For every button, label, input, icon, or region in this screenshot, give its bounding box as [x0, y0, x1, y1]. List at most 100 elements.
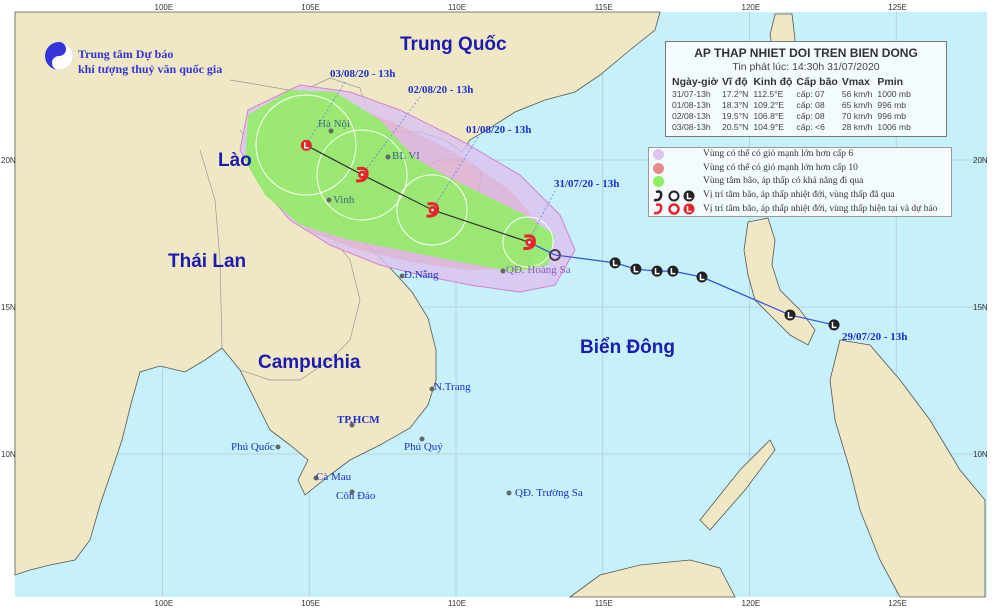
legend-text: Vùng tâm bão, áp thấp có khả năng đi qua: [703, 176, 864, 187]
label-bien-dong: Biển Đông: [580, 337, 675, 358]
label-cambodia: Campuchia: [258, 352, 361, 373]
track-label-0208: 02/08/20 - 13h: [408, 84, 474, 96]
info-panel: AP THAP NHIET DOI TREN BIEN DONG Tin phá…: [665, 41, 947, 137]
legend-text: Vị trí tâm bão, áp thấp nhiệt đới, vùng …: [703, 190, 895, 201]
storm-icon: [426, 202, 440, 218]
table-cell: 17.2°N: [721, 89, 749, 99]
table-row: 02/08-13h 19.5°N 106.8°E cấp: 08 70 km/h 996 …: [672, 111, 916, 122]
logo-line1: Trung tâm Dự báo: [78, 47, 174, 61]
logo-text: Trung tâm Dự báo khí tượng thuỷ văn quốc…: [78, 47, 222, 77]
col-pmin: Pmin: [877, 76, 904, 88]
table-cell: 70 km/h: [841, 111, 873, 121]
label-danang: Đ.Nẵng: [404, 269, 439, 281]
forecast-table: Ngày-giờ Vĩ độ Kinh độ Cấp bão Vmax Pmin…: [672, 76, 916, 133]
lon-label: 120E: [741, 3, 761, 12]
low-pressure-icon: [667, 265, 679, 277]
label-phuquy: Phú Quý: [404, 441, 443, 453]
legend-item-cap6: Vùng có thể có gió mạnh lớn hơn cấp 6: [649, 148, 945, 162]
lat-label: 20N: [973, 156, 988, 165]
info-title: AP THAP NHIET DOI TREN BIEN DONG: [694, 46, 918, 60]
storm-icon: [355, 166, 369, 183]
label-truongsa: QĐ. Trường Sa: [515, 487, 583, 499]
table-cell: cấp: 07: [796, 89, 825, 99]
forecast-cone: [239, 84, 576, 293]
lon-label: 115E: [594, 3, 613, 12]
mainland: [14, 11, 661, 576]
logo-line2: khí tượng thuỷ văn quốc gia: [78, 62, 223, 76]
center-zone: [245, 90, 555, 272]
table-cell: 112.5°E: [753, 89, 784, 99]
lon-label: 110E: [448, 599, 467, 608]
palawan: [699, 439, 776, 531]
storm-icon: [523, 234, 536, 250]
track-label-3107: 31/07/20 - 13h: [554, 178, 620, 190]
label-phuquoc: Phú Quốc: [231, 441, 275, 453]
table-cell: 56 km/h: [841, 89, 873, 99]
legend-text: Vùng có thể có gió mạnh lớn hơn cấp 6: [703, 149, 854, 160]
lon-label: 120E: [741, 599, 761, 608]
table-row: 01/08-13h 18.3°N 109.2°E cấp: 08 65 km/h 996 …: [672, 100, 916, 111]
past-symbols-icon: [649, 189, 703, 202]
city-dots: [275, 128, 512, 496]
track-label-2907: 29/07/20 - 13h: [842, 331, 908, 343]
label-nhatrang: N.Trang: [434, 381, 471, 393]
label-camau: Cà Mau: [316, 471, 352, 483]
table-row: 31/07-13h 17.2°N 112.5°E cấp: 07 56 km/h 1000…: [672, 89, 916, 100]
center-swatch-icon: [653, 176, 664, 188]
table-cell: 18.3°N: [721, 100, 749, 110]
label-thailand: Thái Lan: [168, 251, 247, 272]
low-pressure-icon: [630, 263, 642, 275]
legend-item-forecast: Vị trí tâm bão, áp thấp nhiệt đới, vùng …: [649, 202, 945, 216]
table-cell: 65 km/h: [841, 100, 873, 110]
table-cell: 19.5°N: [721, 111, 749, 121]
col-lon: Kinh độ: [753, 76, 793, 88]
legend-item-center: Vùng tâm bão, áp thấp có khả năng đi qua: [649, 175, 945, 189]
table-cell: 20.5°N: [721, 122, 749, 132]
table-cell: cấp: 08: [796, 111, 825, 121]
legend-text: Vị trí tâm bão, áp thấp nhiệt đới, vùng …: [703, 203, 938, 214]
table-header: Ngày-giờ Vĩ độ Kinh độ Cấp bão Vmax Pmin: [672, 76, 916, 89]
label-laos: Lào: [218, 150, 252, 171]
low-pressure-icon: [696, 271, 708, 283]
low-pressure-icon: [651, 265, 663, 277]
low-pressure-icon: [784, 309, 796, 321]
table-cell: 1000 mb: [877, 89, 911, 99]
lon-label: 100E: [154, 3, 174, 12]
table-cell: 106.8°E: [753, 111, 785, 121]
forecast-symbols-icon: [649, 203, 703, 215]
table-cell: 104.9°E: [753, 122, 785, 132]
legend-item-past: Vị trí tâm bão, áp thấp nhiệt đới, vùng …: [649, 189, 945, 203]
table-row: 03/08-13h 20.5°N 104.9°E cấp: <6 28 km/h 1006…: [672, 122, 916, 133]
track-label-0108: 01/08/20 - 13h: [466, 124, 532, 136]
label-hoangsa: QĐ. Hoàng Sa: [506, 264, 571, 276]
label-hanoi: Hà Nội: [318, 118, 351, 130]
lon-label: 110E: [448, 3, 467, 12]
col-vmax: Vmax: [841, 76, 870, 88]
forecast-track-line: [306, 144, 530, 243]
lon-label: 100E: [154, 599, 174, 608]
label-blvi: BL VI: [392, 150, 420, 162]
table-cell: 31/07-13h: [672, 89, 711, 99]
col-lat: Vĩ độ: [721, 76, 748, 88]
luzon: [743, 217, 816, 346]
cap6-swatch-icon: [653, 149, 664, 161]
lon-label: 105E: [301, 599, 320, 608]
lon-label: 125E: [888, 599, 907, 608]
low-pressure-icon: [300, 139, 312, 151]
lat-label: 10N: [1, 450, 16, 459]
lat-label: 15N: [973, 303, 988, 312]
legend-item-cap10: Vùng có thể có gió mạnh lớn hơn cấp 10: [649, 162, 945, 176]
label-leaders: [305, 81, 556, 243]
ktvn-logo: [42, 40, 76, 79]
lat-label: 10N: [973, 450, 988, 459]
legend: Vùng có thể có gió mạnh lớn hơn cấp 6 Vù…: [648, 147, 952, 217]
low-pressure-icon: [609, 257, 621, 269]
cap10-swatch-icon: [653, 162, 664, 174]
low-pressure-icon: [828, 319, 840, 331]
table-cell: 03/08-13h: [672, 122, 711, 132]
info-issued: Tin phát lúc: 14:30h 31/07/2020: [732, 61, 880, 73]
tropical-depression-icon: [548, 248, 561, 261]
lat-label: 20N: [1, 156, 16, 165]
table-cell: 28 km/h: [841, 122, 873, 132]
col-datetime: Ngày-giờ: [672, 76, 718, 88]
